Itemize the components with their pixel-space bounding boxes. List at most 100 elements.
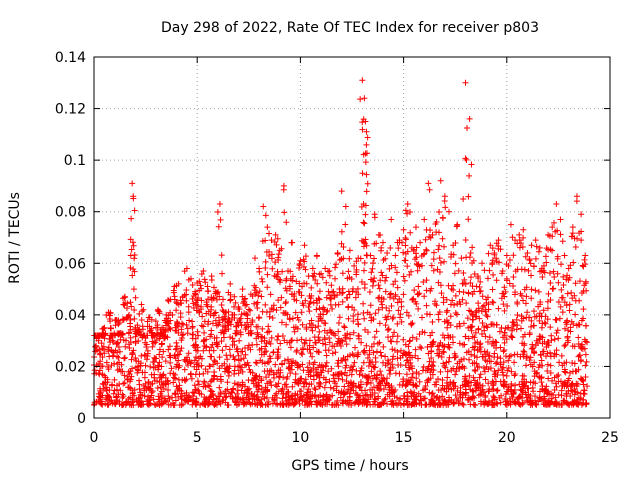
data-point: [535, 288, 542, 295]
data-point: [188, 275, 195, 282]
data-point: [222, 394, 229, 401]
data-point: [369, 282, 376, 289]
data-point: [129, 389, 136, 396]
data-point: [420, 279, 427, 286]
data-point: [106, 393, 113, 400]
data-point: [472, 329, 479, 336]
data-point: [531, 313, 538, 320]
data-point: [146, 314, 153, 321]
data-point: [263, 394, 270, 401]
data-point: [148, 389, 155, 396]
data-point: [551, 386, 558, 393]
data-point: [190, 331, 197, 338]
data-point: [481, 302, 488, 309]
data-point: [545, 290, 552, 297]
data-point: [274, 383, 281, 390]
data-point: [419, 314, 426, 321]
data-point: [479, 303, 486, 310]
data-point: [302, 266, 309, 273]
data-point: [192, 299, 199, 306]
data-point: [493, 255, 500, 262]
data-point: [529, 384, 536, 391]
data-point: [307, 350, 314, 357]
data-point: [160, 348, 167, 355]
data-point: [522, 253, 529, 260]
data-point: [361, 315, 368, 322]
data-point: [514, 312, 521, 319]
data-point: [344, 397, 351, 404]
data-point: [248, 391, 255, 398]
data-point: [404, 200, 411, 207]
data-point: [321, 327, 328, 334]
data-point: [320, 304, 327, 311]
data-point: [324, 307, 331, 314]
data-point: [404, 402, 411, 409]
data-point: [493, 339, 500, 346]
data-point: [123, 398, 130, 405]
data-point: [553, 383, 560, 390]
data-point: [419, 328, 426, 335]
data-point: [539, 273, 546, 280]
data-point: [274, 355, 281, 362]
data-point: [323, 352, 330, 359]
data-point: [497, 399, 504, 406]
data-point: [244, 390, 251, 397]
data-point: [200, 268, 207, 275]
data-point: [313, 252, 320, 259]
data-point: [151, 377, 158, 384]
data-point: [311, 270, 318, 277]
data-point: [400, 226, 407, 233]
data-point: [551, 336, 558, 343]
data-point: [204, 303, 211, 310]
data-point: [97, 389, 104, 396]
data-point: [436, 242, 443, 249]
data-point: [428, 355, 435, 362]
data-point: [202, 279, 209, 286]
data-point: [133, 358, 140, 365]
data-point: [514, 322, 521, 329]
data-point: [223, 393, 230, 400]
data-point: [175, 329, 182, 336]
data-point: [178, 337, 185, 344]
data-point: [245, 377, 252, 384]
data-point: [425, 363, 432, 370]
data-point: [362, 211, 369, 218]
data-point: [232, 399, 239, 406]
data-point: [128, 356, 135, 363]
data-point: [251, 255, 258, 262]
data-point: [397, 347, 404, 354]
data-point: [584, 383, 591, 390]
data-point: [570, 259, 577, 266]
data-point: [360, 359, 367, 366]
data-point: [97, 394, 104, 401]
data-point: [462, 333, 469, 340]
data-point: [447, 313, 454, 320]
data-point: [444, 399, 451, 406]
data-point: [172, 355, 179, 362]
data-point: [266, 313, 273, 320]
data-point: [252, 291, 259, 298]
data-point: [375, 393, 382, 400]
data-point: [253, 360, 260, 367]
data-point: [504, 303, 511, 310]
data-point: [143, 341, 150, 348]
data-point: [513, 316, 520, 323]
data-point: [331, 378, 338, 385]
data-point: [154, 321, 161, 328]
data-point: [455, 267, 462, 274]
data-point: [561, 299, 568, 306]
data-point: [466, 372, 473, 379]
data-point: [422, 386, 429, 393]
data-point: [547, 369, 554, 376]
data-point: [578, 344, 585, 351]
data-point: [177, 393, 184, 400]
data-point: [201, 379, 208, 386]
data-point: [323, 308, 330, 315]
data-point: [113, 394, 120, 401]
data-point: [295, 288, 302, 295]
data-point: [360, 348, 367, 355]
data-point: [256, 288, 263, 295]
data-point: [581, 256, 588, 263]
data-point: [570, 321, 577, 328]
data-point: [501, 383, 508, 390]
